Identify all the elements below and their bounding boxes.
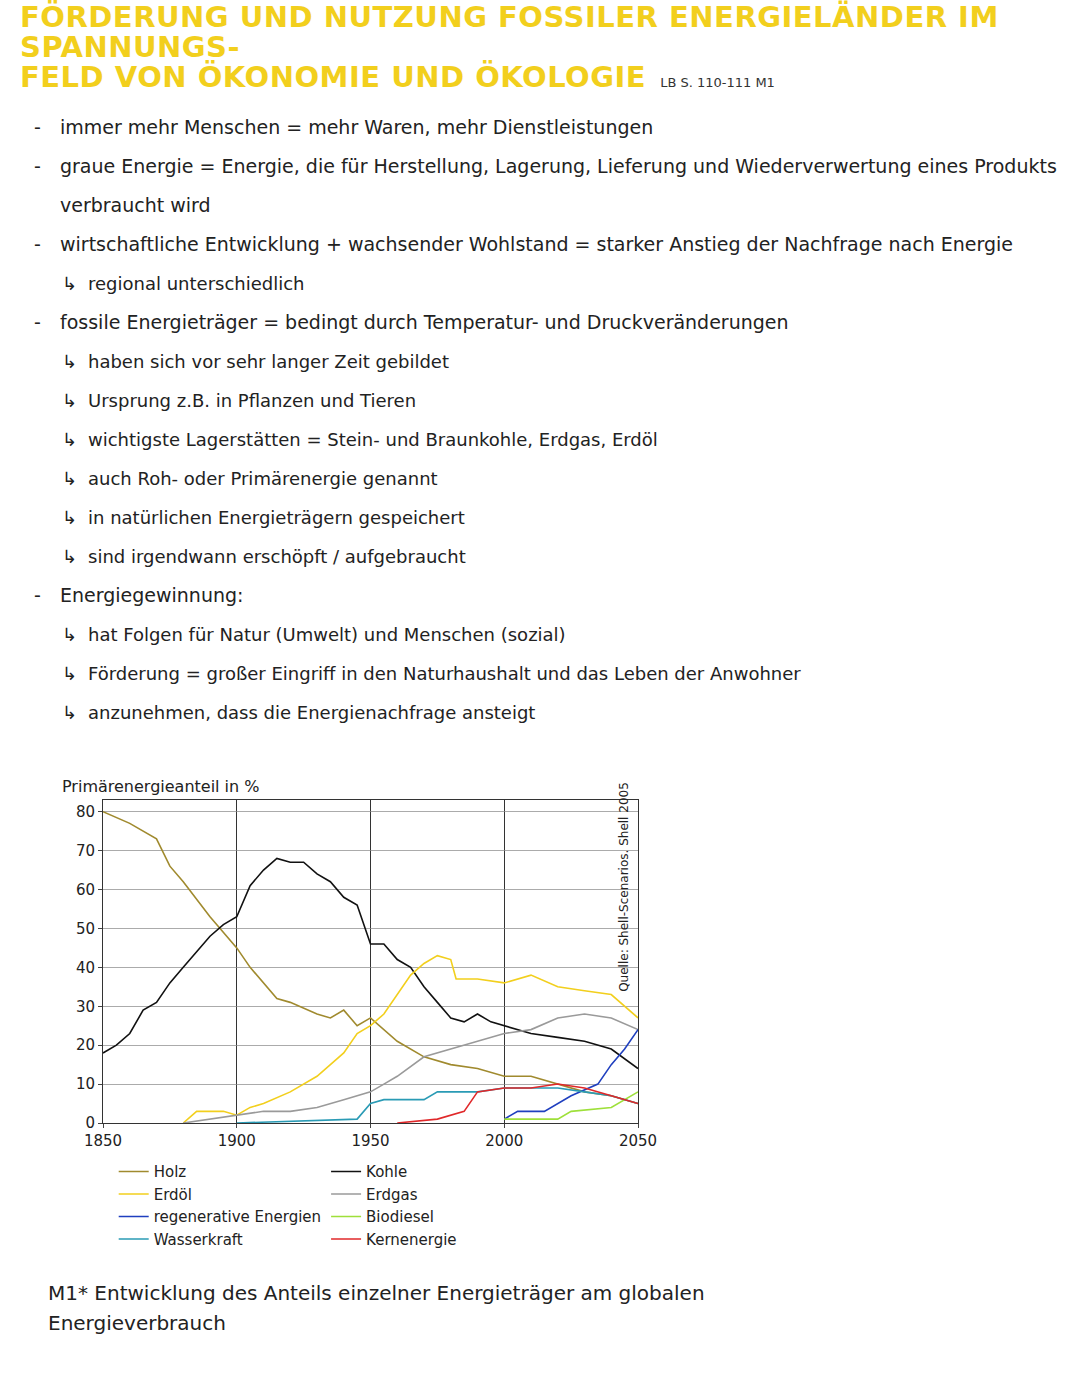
svg-text:2050: 2050 (619, 1132, 657, 1150)
svg-text:Biodiesel: Biodiesel (366, 1208, 434, 1226)
svg-text:40: 40 (76, 959, 95, 977)
svg-text:1950: 1950 (351, 1132, 389, 1150)
html-text:wichtigste Lagerstätten = Stei: wichtigste Lagerstätten = Stein- und Bra… (88, 429, 658, 450)
svg-text:2000: 2000 (485, 1132, 523, 1150)
html-text:Ursprung z.B. in Pflanzen und: Ursprung z.B. in Pflanzen und Tieren (88, 390, 417, 411)
html-text:auch Roh- oder Primärenergie g: auch Roh- oder Primärenergie genannt (88, 468, 438, 489)
html-text:M1* Entwicklung des Anteils ei: M1* Entwicklung des Anteils einzelner En… (48, 1281, 705, 1335)
svg-text:60: 60 (76, 881, 95, 899)
html-text:LB S. 110-111 M1: LB S. 110-111 M1 (660, 75, 775, 90)
html-text:immer mehr Menschen = mehr War: immer mehr Menschen = mehr Waren, mehr D… (60, 116, 654, 138)
svg-text:Erdgas: Erdgas (366, 1186, 418, 1204)
svg-text:0: 0 (85, 1114, 95, 1132)
html-text:graue Energie = Energie, die f: graue Energie = Energie, die für Herstel… (60, 155, 1057, 216)
html-text:hat Folgen für Natur (Umwelt): hat Folgen für Natur (Umwelt) und Mensch… (88, 624, 566, 645)
html-text:Energiegewinnung:: Energiegewinnung: (60, 584, 244, 606)
html-text:regional unterschiedlich: regional unterschiedlich (88, 273, 305, 294)
svg-text:Erdöl: Erdöl (154, 1186, 192, 1204)
svg-text:70: 70 (76, 842, 95, 860)
html-text:wirtschaftliche Entwicklung +: wirtschaftliche Entwicklung + wachsender… (60, 233, 1013, 255)
svg-text:50: 50 (76, 920, 95, 938)
html-text:haben sich vor sehr langer Zei: haben sich vor sehr langer Zeit gebildet (88, 351, 449, 372)
svg-text:regenerative Energien: regenerative Energien (154, 1208, 321, 1226)
svg-text:Kernenergie: Kernenergie (366, 1231, 457, 1249)
svg-text:80: 80 (76, 803, 95, 821)
html-text:sind irgendwann erschöpft / au: sind irgendwann erschöpft / aufgebraucht (88, 546, 466, 567)
svg-text:20: 20 (76, 1036, 95, 1054)
html-text:in natürlichen Energieträgern: in natürlichen Energieträgern gespeicher… (88, 507, 465, 528)
svg-text:Quelle: Shell-Scenarios. Shell: Quelle: Shell-Scenarios. Shell 2005 (617, 782, 631, 992)
svg-text:30: 30 (76, 998, 95, 1016)
svg-text:10: 10 (76, 1075, 95, 1093)
html-text:FELD VON ÖKONOMIE UND ÖKOLOGIE: FELD VON ÖKONOMIE UND ÖKOLOGIE (20, 60, 647, 94)
svg-text:1850: 1850 (84, 1132, 122, 1150)
svg-text:Primärenergieanteil in %: Primärenergieanteil in % (62, 777, 260, 796)
html-text:FÖRDERUNG UND NUTZUNG FOSSILER: FÖRDERUNG UND NUTZUNG FOSSILER ENERGIELÄ… (20, 0, 999, 64)
html-text:anzunehmen, dass die Energiena: anzunehmen, dass die Energienachfrage an… (88, 702, 536, 723)
html-text:fossile Energieträger = beding: fossile Energieträger = bedingt durch Te… (60, 311, 789, 333)
svg-text:Holz: Holz (154, 1163, 187, 1181)
svg-text:Kohle: Kohle (366, 1163, 407, 1181)
svg-text:1900: 1900 (218, 1132, 256, 1150)
html-text:Förderung = großer Eingriff in: Förderung = großer Eingriff in den Natur… (88, 663, 801, 684)
svg-text:Wasserkraft: Wasserkraft (154, 1231, 243, 1249)
